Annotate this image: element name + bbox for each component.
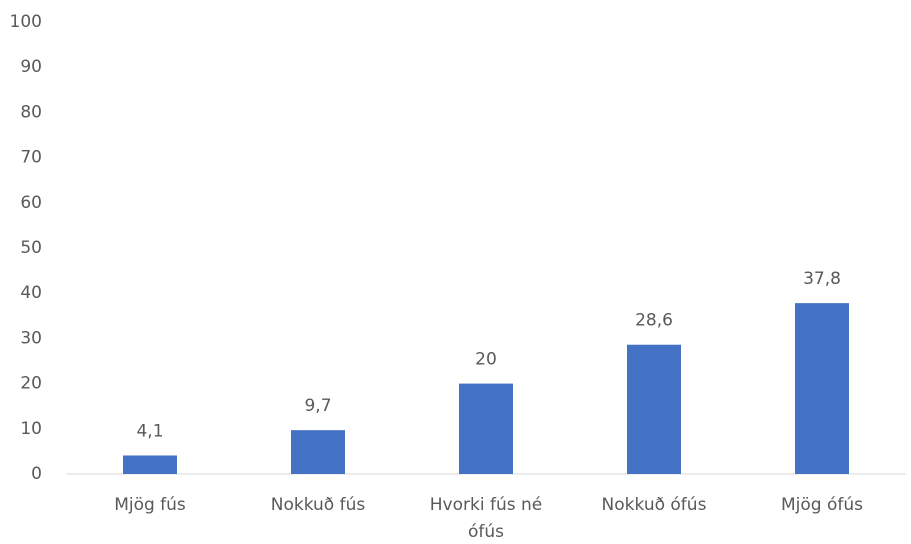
bar	[627, 344, 681, 474]
x-tick-label: Nokkuð ófús	[602, 495, 707, 515]
y-tick-label: 10	[20, 419, 42, 439]
y-tick-label: 0	[31, 464, 42, 484]
y-tick-label: 40	[20, 283, 42, 303]
value-label: 9,7	[304, 396, 331, 416]
y-tick-label: 30	[20, 328, 42, 348]
value-label: 37,8	[803, 269, 841, 289]
y-tick-label: 20	[20, 374, 42, 394]
x-tick-label: Mjög ófús	[781, 495, 863, 515]
bar	[795, 303, 849, 474]
y-tick-label: 70	[20, 148, 42, 168]
value-label: 4,1	[136, 421, 163, 441]
value-label: 20	[475, 350, 497, 370]
x-tick-label: Hvorki fús né ófús	[430, 495, 542, 542]
y-tick-label: 100	[10, 12, 42, 32]
bar	[291, 430, 345, 474]
y-tick-label: 50	[20, 238, 42, 258]
bar	[123, 455, 177, 474]
x-tick-label: Nokkuð fús	[271, 495, 366, 515]
bar	[459, 383, 513, 474]
y-tick-label: 80	[20, 102, 42, 122]
x-tick-label: Mjög fús	[114, 495, 186, 515]
y-tick-label: 60	[20, 193, 42, 213]
value-label: 28,6	[635, 311, 673, 331]
y-tick-label: 90	[20, 57, 42, 77]
